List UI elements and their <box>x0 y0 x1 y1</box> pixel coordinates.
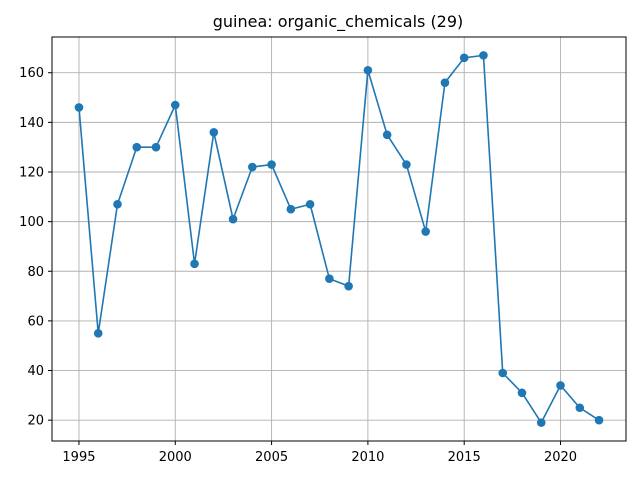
y-axis: 20 40 60 80 100 120 140 160 <box>19 66 52 429</box>
data-point <box>382 130 392 140</box>
y-tick-label: 140 <box>19 116 44 131</box>
data-point <box>132 142 142 152</box>
data-point <box>479 51 488 60</box>
data-point <box>421 227 430 236</box>
x-tick-label: 2010 <box>351 450 384 465</box>
x-tick-label: 2015 <box>448 450 481 465</box>
data-point <box>344 281 353 291</box>
data-point <box>267 160 276 169</box>
y-tick-label: 100 <box>19 215 44 230</box>
data-point <box>594 415 604 425</box>
data-point <box>536 418 546 427</box>
x-tick-label: 2000 <box>159 450 192 465</box>
data-point <box>151 142 161 152</box>
data-point <box>556 381 565 390</box>
x-tick-label: 2005 <box>255 450 288 465</box>
series-line <box>78 54 600 424</box>
series-layer <box>74 51 604 427</box>
x-tick-label: 1995 <box>62 450 95 465</box>
data-point <box>575 403 585 413</box>
data-point <box>170 100 180 110</box>
x-axis: 1995 2000 2005 2010 2015 2020 <box>62 441 577 465</box>
data-point <box>517 388 527 398</box>
x-tick-label: 2020 <box>544 450 577 465</box>
y-tick-label: 80 <box>27 265 44 280</box>
data-point <box>93 328 103 338</box>
data-point <box>190 259 199 269</box>
y-tick-label: 120 <box>19 165 44 180</box>
data-point <box>74 103 84 112</box>
data-point <box>363 65 373 75</box>
data-point <box>498 368 508 378</box>
data-point <box>286 204 296 214</box>
y-tick-label: 60 <box>27 314 44 329</box>
data-point <box>305 199 315 209</box>
data-point <box>402 160 411 169</box>
grid <box>52 37 626 441</box>
y-tick-label: 160 <box>19 66 44 81</box>
data-point <box>248 162 257 172</box>
data-point <box>325 274 334 284</box>
plot-area-frame <box>51 36 627 442</box>
data-point <box>440 78 450 87</box>
data-point <box>228 214 238 224</box>
data-point <box>113 199 122 209</box>
y-tick-label: 40 <box>27 364 44 379</box>
data-point <box>459 53 469 63</box>
data-point <box>209 127 219 137</box>
chart-title: guinea: organic_chemicals (29) <box>213 12 464 32</box>
y-tick-label: 20 <box>27 414 44 429</box>
